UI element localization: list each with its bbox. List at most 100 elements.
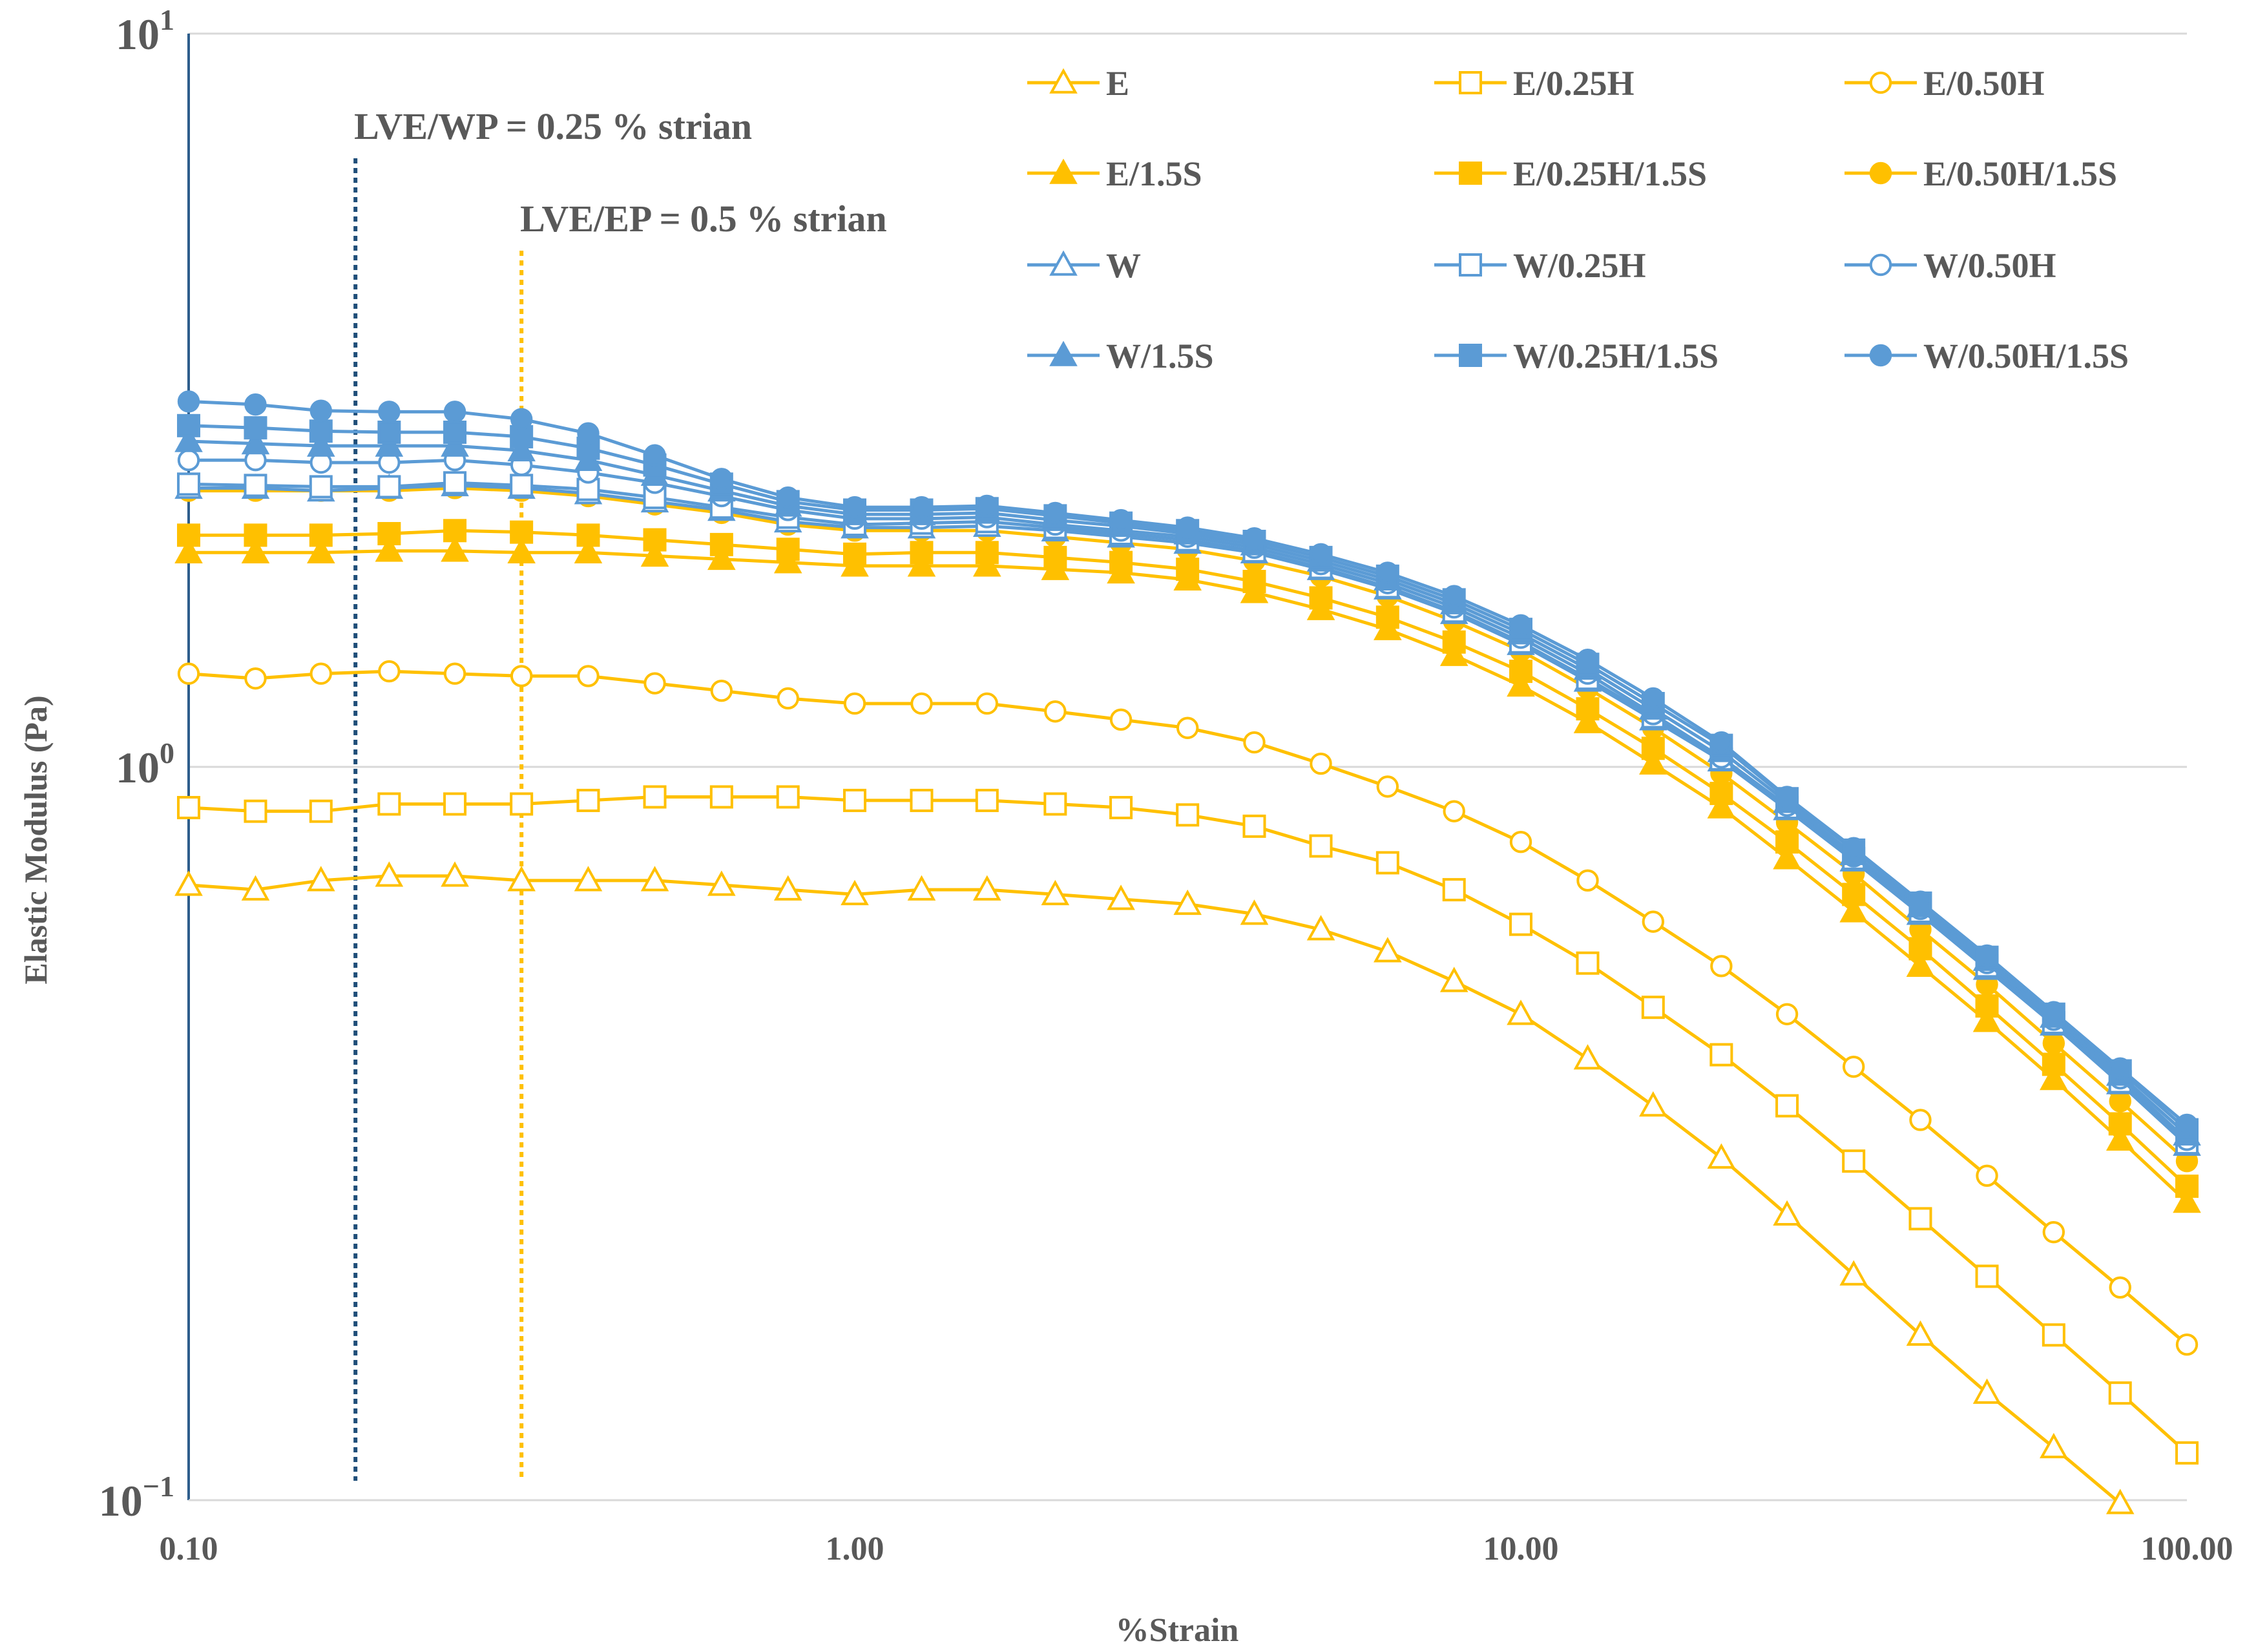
data-point <box>1176 516 1199 539</box>
data-point <box>443 792 467 816</box>
annotation-label-0: LVE/WP = 0.25 % strian <box>354 105 752 147</box>
annotation-label-1: LVE/EP = 0.5 % strian <box>520 198 887 240</box>
data-point <box>1775 1003 1799 1025</box>
data-point <box>707 870 736 896</box>
data-point <box>510 665 533 687</box>
data-point <box>1573 707 1602 733</box>
data-point <box>1243 731 1266 754</box>
data-point <box>973 551 1001 577</box>
data-point <box>843 788 866 812</box>
data-point <box>640 541 669 567</box>
data-point <box>1576 951 1600 975</box>
data-point <box>309 419 333 443</box>
data-point <box>2042 1220 2065 1244</box>
data-point <box>377 421 401 444</box>
data-point <box>1375 851 1399 875</box>
data-point <box>377 521 401 545</box>
legend-marker <box>1459 253 1482 277</box>
data-point <box>1309 586 1333 610</box>
data-point <box>1906 1320 1935 1346</box>
data-point <box>244 393 267 416</box>
data-point <box>309 475 333 499</box>
data-point <box>2040 1432 2068 1459</box>
legend-label: W <box>1106 246 1141 285</box>
data-point <box>2175 1113 2199 1136</box>
data-point <box>1242 570 1266 594</box>
data-point <box>1709 782 1733 806</box>
data-point <box>2042 1001 2065 1023</box>
data-point <box>1908 1207 1932 1231</box>
legend-entry: E/0.25H <box>1434 64 1635 103</box>
data-point <box>574 866 603 892</box>
data-point <box>2108 1381 2132 1405</box>
data-point <box>2175 1441 2199 1465</box>
data-point <box>1509 830 1532 853</box>
data-point <box>910 788 934 812</box>
data-point <box>507 435 536 462</box>
data-point <box>2042 1032 2065 1054</box>
data-point <box>910 496 933 519</box>
legend-marker <box>1049 340 1078 366</box>
data-point <box>643 672 666 695</box>
y-tick-label-1: 100 <box>116 737 174 792</box>
data-point <box>441 861 469 887</box>
data-point <box>1773 844 1801 870</box>
series-E-0_25H <box>177 785 2199 1465</box>
data-point <box>510 408 533 430</box>
data-point <box>1576 648 1599 671</box>
legend-marker <box>1459 71 1482 94</box>
data-point <box>1975 1264 1999 1288</box>
data-point <box>1107 884 1135 910</box>
data-point <box>241 429 270 455</box>
data-point <box>1775 830 1799 854</box>
legend-marker <box>1459 162 1482 185</box>
legend-label: E <box>1106 64 1129 103</box>
data-point <box>443 471 467 495</box>
data-point <box>1044 501 1067 525</box>
y-tick-label-0: 10−1 <box>99 1470 174 1525</box>
legend-marker <box>1869 71 1892 94</box>
data-point <box>973 875 1001 901</box>
legend-label: W/0.25H/1.5S <box>1513 337 1719 375</box>
data-point <box>1242 814 1266 838</box>
data-point <box>307 866 335 892</box>
data-point <box>510 520 534 544</box>
data-point <box>1839 897 1868 923</box>
data-point <box>174 426 203 452</box>
data-point <box>907 875 936 901</box>
data-point <box>2108 1112 2132 1136</box>
data-point <box>843 542 866 566</box>
data-point <box>174 870 203 896</box>
legend-label: E/1.5S <box>1106 154 1202 193</box>
data-point <box>1509 614 1532 637</box>
data-point <box>1976 1164 1998 1187</box>
data-point <box>1972 1007 2001 1032</box>
data-point <box>574 538 603 564</box>
data-point <box>2173 1187 2201 1213</box>
data-point <box>1639 1091 1667 1117</box>
data-point <box>773 548 802 574</box>
data-point <box>1109 550 1133 574</box>
legend-label: W/0.50H <box>1923 246 2056 285</box>
data-point <box>1707 1143 1736 1169</box>
legend-marker <box>1049 68 1078 94</box>
data-point <box>1176 716 1199 739</box>
data-point <box>443 519 467 543</box>
data-point <box>976 692 999 715</box>
data-point <box>1507 999 1535 1025</box>
legend-label: E/0.50H/1.5S <box>1923 154 2117 193</box>
data-point <box>910 692 933 715</box>
data-point <box>1842 883 1866 906</box>
data-point <box>510 792 534 816</box>
data-point <box>1641 737 1665 760</box>
data-point <box>244 523 267 547</box>
data-point <box>443 401 466 423</box>
data-point <box>910 541 934 565</box>
data-point <box>2175 1175 2199 1198</box>
data-point <box>1176 803 1200 827</box>
data-point <box>1309 834 1333 858</box>
data-point <box>1375 605 1399 629</box>
data-point <box>2040 1064 2068 1091</box>
data-point <box>1374 937 1402 963</box>
data-point <box>377 792 401 816</box>
